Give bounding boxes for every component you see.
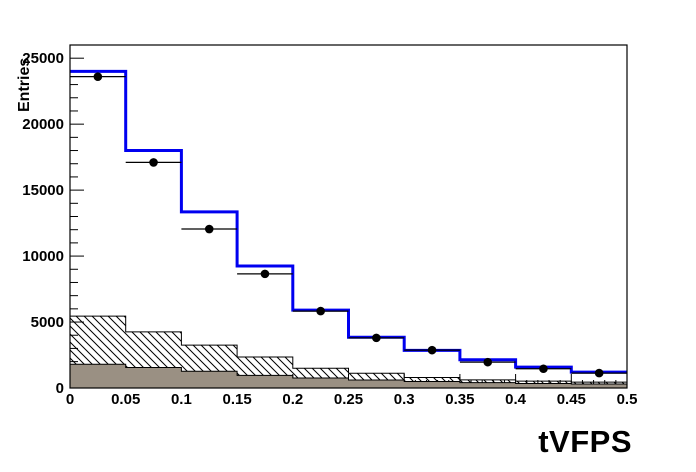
x-tick-label: 0.2 [282, 391, 303, 408]
x-tick-label: 0.3 [394, 391, 415, 408]
solid-background-histogram [69, 363, 628, 389]
y-tick-label: 0 [56, 380, 64, 397]
x-tick-label: 0.45 [557, 391, 586, 408]
data-point-marker [149, 158, 158, 167]
data-point-marker [316, 306, 325, 316]
data-point-marker [427, 345, 437, 355]
data-point-marker [372, 333, 381, 343]
y-tick-label: 15000 [22, 182, 64, 199]
data-point-marker [483, 357, 493, 367]
x-tick-label: 0.35 [445, 391, 474, 408]
data-points-with-errorbars [70, 72, 627, 378]
hatched-background-histogram [69, 315, 628, 389]
x-tick-label: 0.5 [617, 391, 638, 408]
y-axis-title: Entries [16, 57, 33, 112]
x-tick-label: 0.05 [111, 391, 140, 408]
data-point-marker [204, 224, 214, 234]
total-histogram-line [70, 69, 627, 374]
y-tick-label: 5000 [31, 314, 64, 331]
y-tick-labels: 0 5000 10000 15000 20000 25000 [22, 50, 64, 397]
x-tick-label: 0 [66, 391, 74, 408]
x-axis-title: tVFPS [538, 424, 632, 459]
y-tick-label: 25000 [22, 50, 64, 67]
x-tick-label: 0.25 [334, 391, 363, 408]
x-tick-label: 0.4 [505, 391, 527, 408]
data-point-marker [260, 269, 270, 279]
data-point-marker [93, 72, 103, 81]
x-tick-label: 0.1 [171, 391, 192, 408]
x-tick-labels: 0 0.05 0.1 0.15 0.2 0.25 0.3 0.35 0.4 0.45 0.5 [66, 391, 638, 408]
plot-frame [69, 44, 628, 389]
x-tick-label: 0.15 [222, 391, 251, 408]
data-point-marker [594, 368, 604, 378]
data-point-marker [539, 364, 548, 374]
y-tick-label: 10000 [22, 248, 64, 265]
y-tick-label: 20000 [22, 116, 64, 133]
